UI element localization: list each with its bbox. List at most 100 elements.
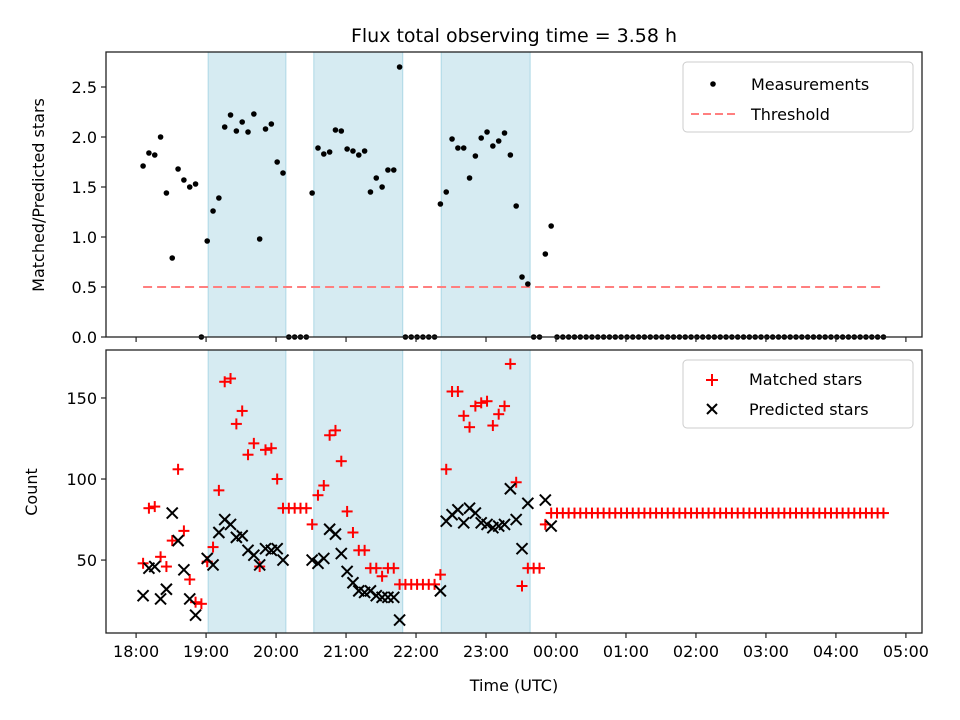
predicted-star-point [148,560,161,573]
matched-star-point [877,507,889,519]
y-tick-label: 2.5 [72,78,97,97]
matched-star-point [306,518,318,530]
predicted-star-point [136,589,150,602]
predicted-star-point [375,591,389,604]
x-tick-label: 05:00 [883,642,929,661]
measurement-point [542,251,549,257]
measurement-point [163,190,170,196]
measurement-point [513,203,519,209]
x-tick-label: 23:00 [463,642,509,661]
matched-star-point [254,561,266,573]
bottom-x-ticks: 18:00 19:00 20:00 21:00 22:00 23:00 00:00 01:00… [113,633,929,661]
measurement-point [455,145,461,151]
measurement-point [169,255,176,261]
y-tick-label: 0.0 [72,328,97,347]
measurement-point [437,201,444,207]
x-tick-label: 01:00 [603,642,649,661]
matched-star-point [534,562,546,574]
legend-threshold-label: Threshold [750,105,830,124]
predicted-star-point [177,563,191,576]
legend-predicted-label: Predicted stars [749,400,869,419]
measurement-point [367,189,374,195]
predicted-star-point [346,576,360,589]
shaded-interval [313,51,404,338]
measurement-point [379,184,385,190]
measurement-point [478,135,485,141]
bottom-shaded-intervals [207,349,531,634]
legend-matched-marker [706,374,718,386]
x-tick-label: 19:00 [183,642,229,661]
measurement-point [315,145,321,151]
matched-star-point [149,501,161,513]
matched-star-point [219,376,231,388]
measurement-point [490,143,496,149]
predicted-star-point [183,592,196,606]
measurement-point [484,129,490,135]
matched-star-point [493,408,505,420]
matched-star-point [434,569,446,581]
matched-star-point [172,463,184,475]
measurement-point [449,136,455,142]
chart-title: Flux total observing time = 3.58 h [351,25,677,47]
measurement-point [443,189,450,195]
predicted-star-point [212,526,226,539]
legend-matched-label: Matched stars [749,370,862,389]
legend-predicted-marker [706,403,718,415]
matched-star-point [440,463,452,475]
matched-star-point [207,541,219,553]
legend-measurements-label: Measurements [751,75,869,94]
matched-stars-series [137,358,889,610]
matched-star-point [155,551,167,563]
matched-star-point [335,455,347,467]
matched-star-point [347,527,359,539]
measurement-point [332,127,339,133]
predicted-star-point [504,482,517,495]
measurement-point [472,153,479,159]
measurement-point [501,130,508,136]
measurement-point [239,119,245,125]
predicted-star-point [253,558,266,572]
predicted-star-point [498,518,511,531]
matched-star-point [341,505,353,517]
top-shaded-intervals [207,51,531,338]
matched-star-point [469,400,481,412]
bottom-axes: 50 100 150 18:00 19:00 20:00 21:00 22:00 23:00 0… [22,349,929,695]
measurement-point [151,152,158,158]
bottom-y-ticks: 50 100 150 [66,389,106,570]
predicted-star-point [340,565,354,578]
bottom-legend: Matched stars Predicted stars [682,359,914,429]
measurement-point [344,146,350,152]
matched-star-point [487,420,499,432]
measurement-point [321,151,327,157]
y-tick-label: 50 [77,551,97,570]
matched-star-point [265,442,277,454]
matched-star-point [236,405,248,417]
measurement-point [157,134,164,140]
matched-star-point [184,574,196,586]
measurement-point [262,126,269,132]
bottom-y-axis-label: Count [22,468,41,516]
matched-star-point [499,400,511,412]
measurement-point [390,167,397,173]
top-axes-frame [105,51,923,338]
measurement-point [227,112,234,118]
predicted-star-point [335,547,348,560]
measurement-point [280,170,286,176]
matched-star-point [300,502,312,514]
matched-star-point [516,580,528,592]
measurement-point [221,124,228,130]
predicted-star-point [469,506,482,520]
y-tick-label: 150 [66,389,97,408]
top-legend: Measurements Threshold [682,61,914,133]
predicted-star-point [206,558,220,572]
y-tick-label: 1.0 [72,228,97,247]
predicted-star-point [276,553,290,567]
matched-star-point [230,418,242,430]
matched-star-point [452,385,464,397]
predicted-star-point [457,516,470,529]
predicted-star-point [160,583,173,596]
x-tick-label: 02:00 [673,642,719,661]
measurement-point [256,236,263,242]
measurement-point [245,129,251,135]
